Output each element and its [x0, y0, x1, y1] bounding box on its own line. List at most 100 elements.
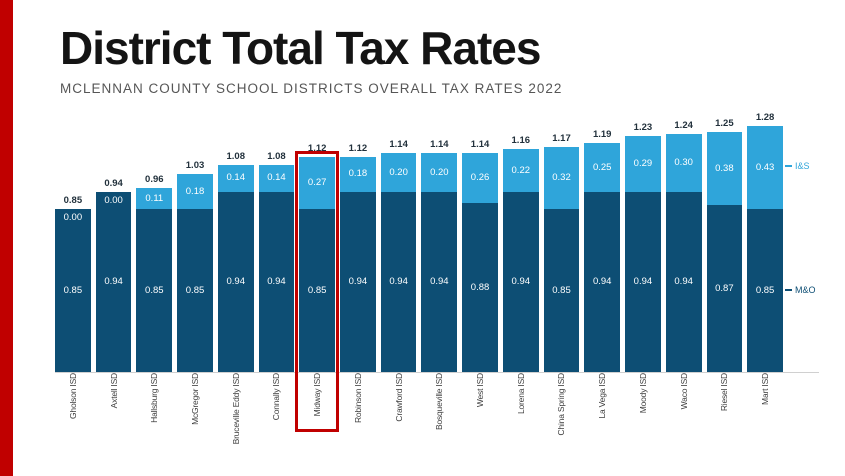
bar-column: 1.12 0.18 0.94	[340, 106, 376, 373]
is-value-label: 0.22	[511, 164, 531, 176]
bar-total-label: 1.25	[715, 117, 734, 129]
x-axis-label-cell: Gholson ISD	[55, 373, 91, 447]
slide-header: District Total Tax Rates MCLENNAN COUNTY…	[13, 0, 845, 97]
is-value-label: 0.43	[755, 161, 775, 173]
bar-segment-is: 0.14	[217, 164, 254, 192]
bar-segment-mo: 0.88	[462, 203, 498, 373]
mo-value-label: 0.88	[470, 281, 490, 293]
legend-item-mo: M&O	[785, 285, 819, 295]
x-axis-label-cell: China Spring ISD	[544, 373, 580, 447]
bars-area: 0.85 0.85 0.00 0.94 0.94 0.00 0.96 0.11 0.85 1.03…	[55, 106, 819, 433]
bar-segment-mo: 0.94	[421, 191, 458, 373]
bar-segment-is: 0.14	[258, 164, 295, 192]
bar-total-label: 1.19	[592, 129, 612, 141]
x-axis-label: China Spring ISD	[556, 373, 567, 436]
bar-segment-is: 0.11	[136, 187, 173, 209]
bar-segment-mo: 0.87	[706, 205, 743, 373]
bar-segment-is: 0.32	[543, 147, 580, 209]
bar-segment-is: 0.30	[665, 133, 702, 192]
x-axis-label: Axtell ISD	[108, 373, 119, 409]
bar-segment-is: 0.20	[380, 153, 417, 192]
bar-total-label: 1.14	[389, 139, 408, 151]
mo-value-label: 0.85	[145, 284, 164, 296]
x-axis-label: Midway ISD	[312, 373, 323, 417]
bar-segment-is: 0.18	[340, 156, 376, 192]
mo-value-label: 0.94	[674, 276, 693, 288]
bar-segment-is: 0.18	[177, 174, 213, 209]
bar-column: 1.14 0.20 0.94	[421, 106, 458, 373]
x-axis-label-cell: Axtell ISD	[96, 373, 132, 447]
bar-total-label: 0.85	[63, 194, 83, 206]
bar-segment-mo: 0.94	[217, 191, 254, 373]
bar-segment-mo: 0.94	[502, 191, 539, 373]
is-value-label: 0.14	[226, 172, 245, 184]
bar-total-label: 1.16	[511, 135, 531, 147]
mo-value-label: 0.94	[348, 276, 368, 288]
bar-column: 1.25 0.38 0.87	[706, 106, 743, 373]
bar-segment-is: 0.26	[462, 153, 498, 204]
x-axis-label: Bruceville Eddy ISD	[230, 373, 241, 445]
bar-segment-is: 0.22	[502, 149, 539, 192]
bar-column: 1.23 0.29 0.94	[625, 106, 661, 373]
bar-segment-is: 0.27	[299, 156, 336, 209]
bar-total-label: 1.03	[185, 160, 205, 172]
is-value-label: 0.26	[470, 172, 490, 184]
bar-column: 1.14 0.26 0.88	[462, 106, 498, 373]
is-value-label: 0.25	[592, 161, 612, 173]
mo-value-label: 0.94	[104, 276, 123, 288]
bar-column: 1.28 0.43 0.85	[747, 106, 783, 373]
bar-segment-mo: 0.94	[340, 191, 376, 373]
bar-segment-mo: 0.94	[258, 191, 295, 373]
x-axis-label: McGregor ISD	[190, 373, 201, 426]
mo-value-label: 0.94	[511, 276, 531, 288]
bar-segment-mo: 0.94	[665, 191, 702, 373]
accent-stripe	[0, 0, 13, 476]
is-value-label: 0.14	[267, 172, 286, 184]
x-axis-label-cell: Connally ISD	[259, 373, 295, 447]
bar-column: 1.24 0.30 0.94	[665, 106, 702, 373]
mo-value-label: 0.94	[389, 276, 408, 288]
x-axis-label: Crawford ISD	[393, 373, 404, 422]
bar-segment-mo: 0.94	[625, 191, 661, 373]
x-axis-label-cell: Moody ISD	[625, 373, 661, 447]
bar-column: 1.17 0.32 0.85	[543, 106, 580, 373]
mo-value-label: 0.85	[185, 284, 205, 296]
bar-segment-is: 0.43	[747, 126, 783, 209]
slide-content: District Total Tax Rates MCLENNAN COUNTY…	[13, 0, 845, 447]
bar-total-label: 1.08	[226, 150, 245, 162]
bar-column: 0.85 0.85 0.00	[55, 106, 91, 373]
bar-total-label: 1.14	[470, 139, 490, 151]
bar-column: 0.94 0.94 0.00	[95, 106, 132, 373]
x-axis-label: La Vega ISD	[597, 373, 608, 419]
mo-value-label: 0.94	[226, 276, 245, 288]
x-axis-label: Gholson ISD	[67, 373, 78, 420]
slide-title: District Total Tax Rates	[60, 22, 541, 74]
bar-total-label: 0.94	[104, 177, 123, 189]
bar-total-label: 1.12	[307, 142, 327, 154]
x-axis-label-cell: Robinson ISD	[340, 373, 376, 447]
bar-segment-mo: 0.94 0.00	[95, 191, 132, 373]
bar-segment-mo: 0.94	[380, 191, 417, 373]
mo-value-label: 0.94	[430, 276, 449, 288]
bar-column: 1.03 0.18 0.85	[177, 106, 213, 373]
bar-column: 1.08 0.14 0.94	[217, 106, 254, 373]
is-value-label: 0.20	[430, 166, 449, 178]
bar-total-label: 1.12	[348, 142, 368, 154]
x-axis-label: Mart ISD	[760, 373, 771, 406]
mo-value-label: 0.94	[267, 276, 286, 288]
bar-total-label: 1.24	[674, 119, 693, 131]
x-axis-label-cell: Mart ISD	[747, 373, 783, 447]
mo-value-label: 0.85	[755, 284, 775, 296]
bar-total-label: 1.23	[633, 121, 653, 133]
bar-total-label: 1.28	[755, 112, 775, 124]
bar-column: 1.19 0.25 0.94	[584, 106, 621, 373]
bar-segment-is: 0.38	[706, 131, 743, 205]
x-axis-label-cell: Bosqueville ISD	[421, 373, 457, 447]
mo-value-label: 0.94	[633, 276, 653, 288]
x-axis-label-cell: McGregor ISD	[177, 373, 213, 447]
is-value-label: 0.29	[633, 157, 653, 169]
x-axis: Gholson ISD Axtell ISD Hallsburg ISD McGreg…	[55, 373, 819, 447]
bar-total-label: 1.14	[430, 139, 449, 151]
is-value-label: 0.20	[389, 166, 408, 178]
legend-mo-label: M&O	[795, 284, 816, 295]
